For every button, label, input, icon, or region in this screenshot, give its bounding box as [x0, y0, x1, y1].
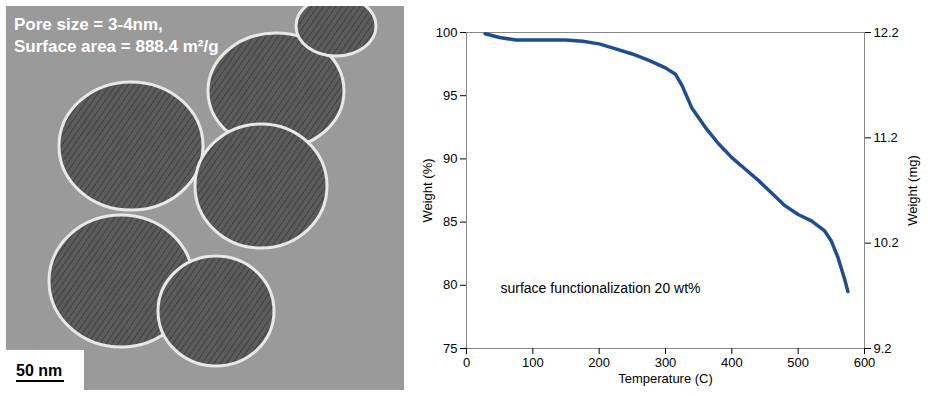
svg-text:100: 100 — [436, 25, 458, 40]
svg-text:50 nm: 50 nm — [16, 362, 62, 379]
svg-text:600: 600 — [854, 355, 876, 370]
svg-text:0: 0 — [463, 355, 470, 370]
svg-text:400: 400 — [721, 355, 743, 370]
svg-text:12.2: 12.2 — [874, 25, 899, 40]
svg-text:11.2: 11.2 — [874, 130, 898, 145]
svg-text:100: 100 — [522, 355, 544, 370]
svg-text:75: 75 — [443, 341, 457, 356]
svg-text:Weight (%): Weight (%) — [420, 158, 435, 222]
svg-text:200: 200 — [588, 355, 610, 370]
svg-text:9.2: 9.2 — [874, 341, 892, 356]
svg-text:Temperature (C): Temperature (C) — [618, 371, 713, 386]
svg-text:500: 500 — [787, 355, 809, 370]
svg-text:95: 95 — [443, 88, 457, 103]
svg-text:surface functionalization 20 w: surface functionalization 20 wt% — [501, 280, 701, 296]
svg-text:Surface area = 888.4 m²/g: Surface area = 888.4 m²/g — [14, 37, 219, 56]
svg-text:300: 300 — [655, 355, 677, 370]
svg-text:Weight (mg): Weight (mg) — [905, 155, 920, 226]
svg-text:80: 80 — [443, 277, 457, 292]
svg-text:85: 85 — [443, 214, 457, 229]
svg-text:90: 90 — [443, 151, 457, 166]
svg-text:Pore size = 3-4nm,: Pore size = 3-4nm, — [14, 15, 163, 34]
svg-text:10.2: 10.2 — [874, 235, 899, 250]
